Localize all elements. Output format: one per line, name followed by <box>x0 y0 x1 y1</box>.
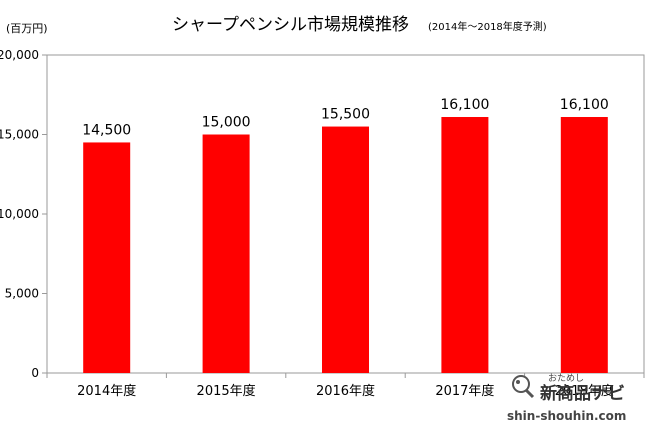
watermark-url: shin-shouhin.com <box>507 409 626 423</box>
watermark-small-text: おためし <box>548 373 584 384</box>
bars-group: 14,500 15,000 15,500 16,100 16,100 <box>82 97 609 373</box>
x-tick-label: 2016年度 <box>316 383 375 399</box>
data-label: 14,500 <box>82 122 131 138</box>
chart-subtitle: (2014年〜2018年度予測) <box>428 20 547 33</box>
data-label: 16,100 <box>560 97 609 113</box>
y-tick-label: 15,000 <box>0 128 39 142</box>
y-tick-label: 10,000 <box>0 207 39 221</box>
x-axis: 2014年度 2015年度 2016年度 2017年度 2018年度 <box>46 373 645 399</box>
bar <box>83 142 131 373</box>
x-tick-label: 2015年度 <box>197 383 256 399</box>
y-axis: 0 5,000 10,000 15,000 20,000 <box>0 48 47 380</box>
y-tick-label: 20,000 <box>0 48 39 62</box>
y-tick-label: 0 <box>31 366 39 380</box>
x-tick-label: 2017年度 <box>435 383 494 399</box>
data-label: 15,500 <box>321 107 370 123</box>
x-tick-label: 2018年度 <box>555 383 614 399</box>
y-tick-label: 5,000 <box>5 287 39 301</box>
y-unit-label: (百万円) <box>6 22 48 35</box>
bar <box>202 134 250 373</box>
chart-title: シャープペンシル市場規模推移 <box>172 15 409 35</box>
bar <box>560 117 608 373</box>
x-tick-label: 2014年度 <box>77 383 136 399</box>
data-label: 16,100 <box>440 97 489 113</box>
magnifier-icon <box>512 375 535 399</box>
watermark-main-text: 新商品ナビ <box>540 383 625 404</box>
bar <box>322 126 369 373</box>
watermark-logo: おためし 新商品ナビ shin-shouhin.com <box>507 373 626 423</box>
bar <box>441 117 489 373</box>
data-label: 15,000 <box>202 115 251 131</box>
